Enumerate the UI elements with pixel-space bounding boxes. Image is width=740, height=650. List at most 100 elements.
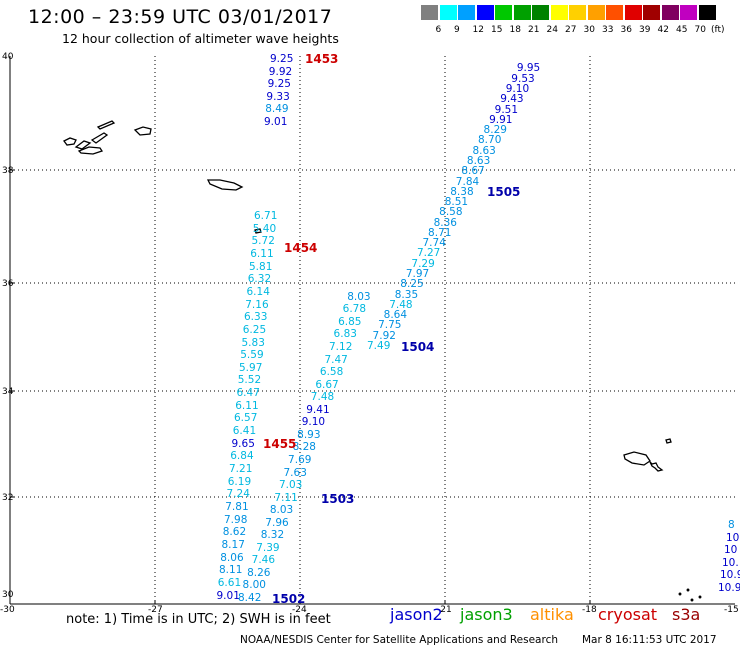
wave-height-value: 5.72 [251,235,275,248]
footnote: note: 1) Time is in UTC; 2) SWH is in fe… [66,612,331,627]
wave-height-value: 9.10 [505,83,530,95]
legend-swatch [476,5,494,20]
wave-height-value: 6.19 [227,475,252,488]
wave-height-value: 7.12 [329,341,353,353]
wave-height-value: 9.25 [270,53,294,65]
time-label: 1454 [284,241,318,255]
wave-height-value: 9.01 [264,116,288,128]
wave-height-value: 8.38 [450,185,474,198]
wave-height-value: 10 [724,544,738,557]
legend-label: 30 [583,25,595,35]
wave-height-value: 7.24 [226,488,250,501]
legend-label: 27 [565,25,577,35]
legend-label: 33 [602,25,614,35]
wave-height-value: 7.48 [389,298,413,311]
wave-height-value: 8.17 [221,538,245,551]
legend-swatch [587,5,605,20]
wave-height-value: 8.35 [394,288,419,301]
satellite-jason3: jason3 [460,605,513,624]
lat-label: 34 [2,387,14,397]
legend-swatch [532,5,549,20]
wave-height-value: 6.67 [315,378,339,391]
lon-label: -18 [582,605,597,615]
wave-height-value: 9.91 [489,113,513,126]
wave-height-value: 8.00 [242,579,266,592]
wave-height-value: 6.84 [230,450,254,463]
wave-height-value: 8.28 [292,441,316,454]
map-subtitle: 12 hour collection of altimeter wave hei… [62,31,339,46]
wave-height-value: 6.57 [234,412,258,425]
lon-label: -15 [724,605,739,615]
lat-label: 30 [2,590,14,600]
legend-unit: (ft) [711,25,725,35]
wave-height-value: 9.43 [500,93,524,106]
wave-height-value: 9.01 [216,589,240,602]
satellite-cryosat: cryosat [598,605,658,624]
wave-height-value: 9.65 [231,437,255,450]
wave-height-value: 7.29 [411,257,435,270]
wave-height-value: 6.83 [333,328,357,341]
legend-swatch [550,5,568,20]
legend-swatch [643,5,660,20]
wave-height-value: 6.58 [319,366,344,379]
wave-height-value: 8.58 [439,206,463,219]
wave-height-value: 9.25 [267,78,291,91]
wave-height-value: 8.63 [466,154,491,167]
wave-height-value: 9.51 [494,103,519,116]
legend-swatch [698,5,716,20]
time-label: 1505 [487,185,521,199]
wave-height-value: 8.64 [383,309,408,322]
time-label: 1504 [401,340,435,354]
legend-label: 39 [639,25,651,35]
legend-label: 12 [472,25,484,35]
wave-height-value: 10.9 [720,569,740,582]
wave-height-value: 6.61 [217,576,242,589]
legend-label: 6 [435,25,442,35]
wave-height-value: 8.67 [461,165,485,178]
wave-height-value: 8.06 [220,551,244,564]
wave-height-value: 9.53 [511,72,535,85]
generated-date: Mar 8 16:11:53 UTC 2017 [582,634,717,646]
satellite-altika: altika [530,605,574,624]
lon-label: -30 [0,605,15,615]
wave-height-value: 9.92 [268,65,293,78]
lon-label: -27 [148,605,163,615]
wave-height-value: 10. [722,556,739,569]
wave-height-value: 6.41 [232,425,257,438]
legend-swatch [606,5,623,20]
lat-label: 36 [2,279,14,289]
wave-height-value: 8.29 [483,124,507,137]
legend-label: 15 [491,25,503,35]
legend-swatch [458,5,475,20]
wave-height-value: 7.21 [229,463,253,475]
wave-height-value: 7.97 [405,268,430,281]
wave-height-value: 7.74 [422,237,446,250]
wave-height-value: 8.25 [400,278,424,291]
legend-swatch [421,5,438,20]
wave-height-value: 9.10 [301,416,326,429]
map-frame [9,56,735,605]
lat-label: 32 [2,493,14,503]
legend-label: 42 [657,25,669,35]
legend-label: 70 [694,25,706,35]
wave-height-value: 7.96 [265,516,289,529]
legend-swatch [495,5,512,20]
wave-height-value: 8.49 [265,103,289,116]
wave-height-value: 8.32 [260,529,285,542]
credit-line: NOAA/NESDIS Center for Satellite Applica… [240,634,558,646]
time-label: 1453 [305,52,339,66]
wave-height-value: 8.11 [219,564,243,577]
wave-height-value: 6.47 [236,387,260,400]
legend-swatch [680,5,697,20]
wave-height-value: 7.16 [245,298,269,311]
wave-height-value: 7.81 [225,500,249,513]
legend-label: 45 [676,25,688,35]
legend-label: 9 [454,25,460,35]
wave-height-value: 7.03 [278,479,303,492]
latlon-grid [10,56,735,604]
wave-height-value: 7.48 [310,391,335,404]
legend-swatch [513,5,531,20]
wave-height-value: 7.75 [378,319,402,332]
wave-height-value: 7.92 [372,329,396,342]
